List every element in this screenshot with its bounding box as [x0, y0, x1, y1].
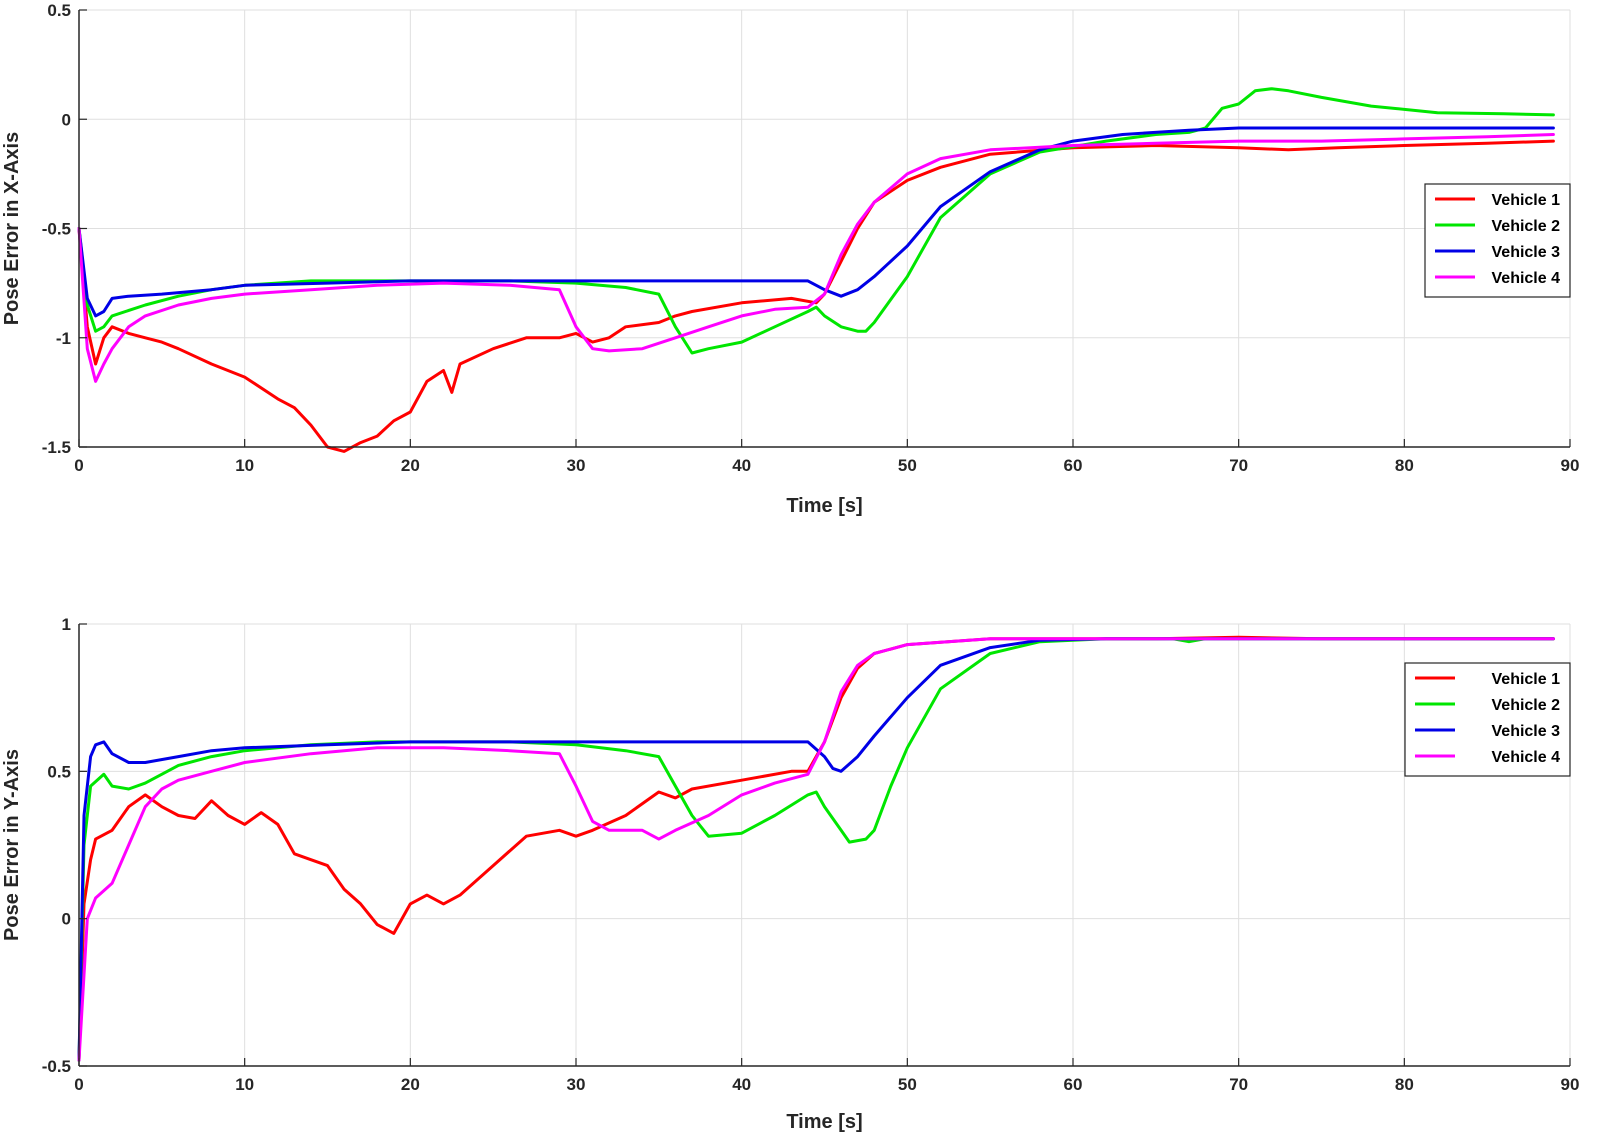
x-tick-label: 70	[1229, 456, 1248, 475]
y-tick-label: 1	[62, 615, 71, 634]
y-axis-label: Pose Error in X-Axis	[1, 132, 23, 325]
legend-label-vehicle-3: Vehicle 3	[1492, 244, 1561, 261]
x-tick-label: 40	[732, 456, 751, 475]
x-tick-label: 30	[567, 456, 586, 475]
legend-label-vehicle-1: Vehicle 1	[1492, 192, 1561, 209]
series-line-vehicle-3	[77, 126, 1555, 318]
legend-label-vehicle-4: Vehicle 4	[1492, 749, 1561, 766]
x-tick-label: 10	[235, 456, 254, 475]
series-line-vehicle-1	[77, 139, 1555, 453]
chart-1: 0 10 20 30 40 50 60 70 80 90 -1.5 -1 -0.5 0 0.5 Time [s…	[1, 1, 1579, 517]
y-tick-label: -0.5	[42, 1057, 71, 1076]
x-tick-label: 90	[1561, 1075, 1580, 1094]
x-tick-label: 60	[1064, 456, 1083, 475]
series-line-vehicle-4	[77, 133, 1555, 383]
x-tick-label: 0	[74, 456, 83, 475]
x-tick-label: 90	[1561, 456, 1580, 475]
x-tick-label: 60	[1064, 1075, 1083, 1094]
y-axis-label: Pose Error in Y-Axis	[1, 749, 23, 941]
x-tick-label: 70	[1229, 1075, 1248, 1094]
x-tick-label: 80	[1395, 456, 1414, 475]
legend-label-vehicle-1: Vehicle 1	[1492, 671, 1561, 688]
y-tick-label: 0.5	[47, 762, 71, 781]
y-tick-label: -1	[56, 329, 71, 348]
x-tick-label: 80	[1395, 1075, 1414, 1094]
x-tick-label: 50	[898, 456, 917, 475]
x-tick-label: 50	[898, 1075, 917, 1094]
y-tick-label: -1.5	[42, 438, 71, 457]
legend-label-vehicle-2: Vehicle 2	[1492, 218, 1561, 235]
x-axis-label: Time [s]	[786, 495, 862, 517]
x-tick-label: 10	[235, 1075, 254, 1094]
y-tick-label: 0	[62, 110, 71, 129]
legend: Vehicle 1 Vehicle 2 Vehicle 3 Vehicle 4	[1424, 183, 1571, 298]
plot-area	[79, 624, 1570, 1066]
legend-label-vehicle-2: Vehicle 2	[1492, 697, 1561, 714]
x-tick-label: 30	[567, 1075, 586, 1094]
x-tick-label: 20	[401, 1075, 420, 1094]
x-tick-label: 40	[732, 1075, 751, 1094]
series-line-vehicle-3	[77, 637, 1555, 1062]
y-tick-label: 0	[62, 910, 71, 929]
legend-label-vehicle-4: Vehicle 4	[1492, 270, 1561, 287]
y-tick-label: 0.5	[47, 1, 71, 20]
y-tick-label: -0.5	[42, 220, 71, 239]
series-line-vehicle-4	[77, 637, 1555, 1062]
x-tick-label: 20	[401, 456, 420, 475]
legend-label-vehicle-3: Vehicle 3	[1492, 723, 1561, 740]
x-axis-label: Time [s]	[786, 1111, 862, 1133]
x-tick-label: 0	[74, 1075, 83, 1094]
legend: Vehicle 1 Vehicle 2 Vehicle 3 Vehicle 4	[1404, 662, 1571, 777]
